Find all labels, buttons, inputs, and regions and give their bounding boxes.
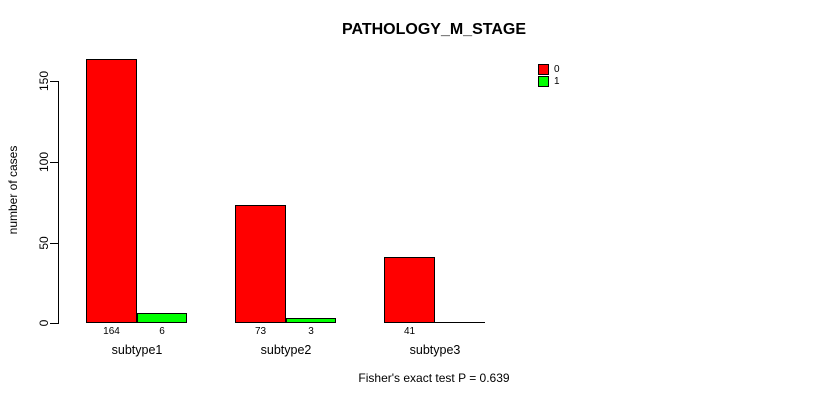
legend-label-1: 1 [554, 76, 560, 87]
legend: 0 1 [538, 64, 560, 87]
y-tick-label: 100 [37, 151, 51, 173]
y-axis-line [58, 81, 59, 324]
y-tick-label: 50 [37, 236, 51, 250]
y-tick-mark [50, 323, 58, 324]
legend-swatch-green [538, 76, 549, 87]
legend-swatch-red [538, 64, 549, 75]
bar-subtype3-series1 [435, 322, 485, 323]
fisher-test-annotation: Fisher's exact test P = 0.639 [358, 371, 510, 385]
bar-value-label: 41 [403, 326, 416, 337]
legend-label-0: 0 [554, 64, 560, 75]
bar-value-label: 73 [254, 326, 267, 337]
x-category-label: subtype3 [409, 343, 461, 357]
bar-subtype2-series1 [286, 318, 336, 323]
bar-value-label: 164 [103, 326, 120, 337]
y-tick-label: 150 [37, 70, 51, 92]
y-tick-mark [50, 81, 58, 82]
y-tick-label: 0 [37, 319, 51, 327]
x-category-label: subtype1 [111, 343, 163, 357]
bar-value-label: 6 [159, 326, 165, 337]
legend-item-0: 0 [538, 64, 560, 75]
x-category-label: subtype2 [260, 343, 312, 357]
bar-subtype1-series1 [137, 313, 187, 323]
legend-item-1: 1 [538, 76, 560, 87]
y-tick-mark [50, 243, 58, 244]
y-axis-title: number of cases [6, 145, 20, 235]
bar-subtype3-series0 [384, 257, 435, 323]
bar-subtype2-series0 [235, 205, 286, 323]
chart-title: PATHOLOGY_M_STAGE [341, 21, 527, 38]
y-tick-mark [50, 162, 58, 163]
bar-subtype1-series0 [86, 59, 137, 323]
bar-value-label: 3 [308, 326, 314, 337]
